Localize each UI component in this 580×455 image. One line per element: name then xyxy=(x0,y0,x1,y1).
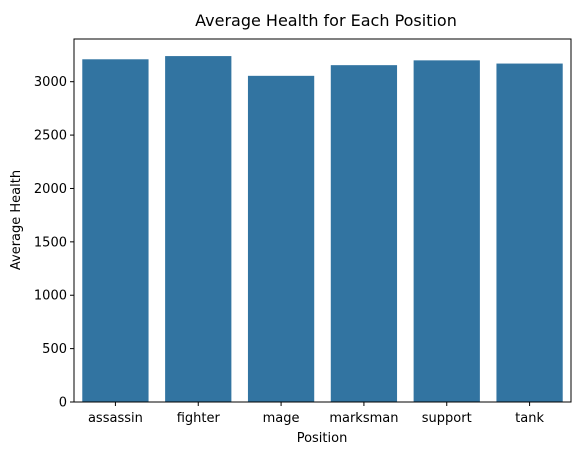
y-tick-label-3000: 3000 xyxy=(34,75,67,90)
x-tick-label-fighter: fighter xyxy=(177,411,221,426)
x-tick-label-mage: mage xyxy=(263,411,300,426)
y-tick-label-0: 0 xyxy=(59,396,67,411)
y-tick-label-2000: 2000 xyxy=(34,182,67,197)
bar-marksman xyxy=(330,65,398,403)
plot-frame xyxy=(73,38,572,403)
x-tick-label-tank: tank xyxy=(515,411,544,426)
bars-group xyxy=(82,56,563,403)
x-axis-ticks: assassin fighter mage marksman support tank xyxy=(88,402,544,426)
bar-fighter xyxy=(165,56,232,403)
x-tick-label-marksman: marksman xyxy=(329,411,398,426)
x-axis-label: Position xyxy=(297,431,348,446)
bar-assassin xyxy=(82,59,149,403)
y-tick-label-1000: 1000 xyxy=(34,289,67,304)
y-axis-ticks: 0 500 1000 1500 2000 2500 3000 xyxy=(34,75,74,411)
y-tick-label-500: 500 xyxy=(42,342,67,357)
y-axis-label: Average Health xyxy=(9,170,24,270)
y-tick-label-2500: 2500 xyxy=(34,129,67,144)
bar-mage xyxy=(247,75,315,402)
bar-support xyxy=(413,60,480,403)
x-tick-label-assassin: assassin xyxy=(88,411,143,426)
bar-tank xyxy=(496,63,563,403)
y-tick-label-1500: 1500 xyxy=(34,235,67,250)
chart-title: Average Health for Each Position xyxy=(195,11,457,30)
x-tick-label-support: support xyxy=(422,411,472,426)
